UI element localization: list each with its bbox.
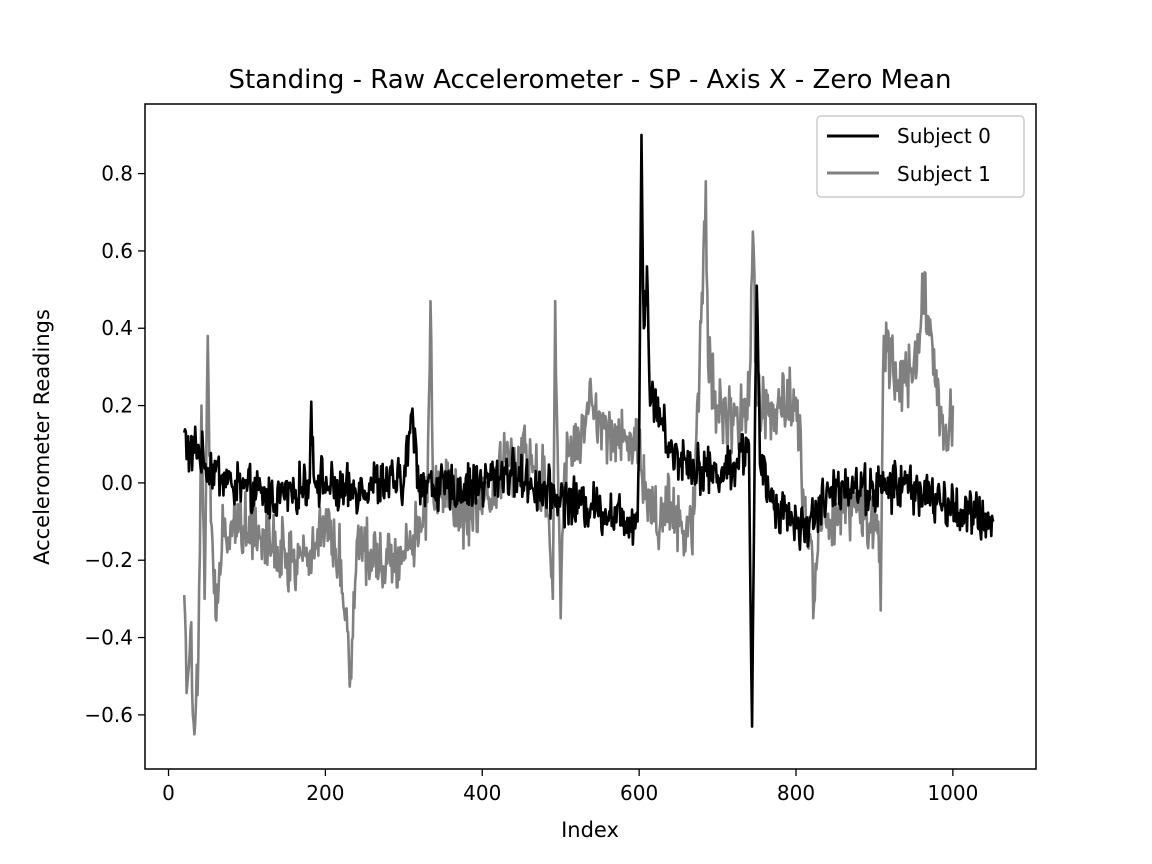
y-tick-label: −0.4 bbox=[84, 626, 133, 650]
x-tick-label: 800 bbox=[777, 781, 815, 805]
legend-label-subject-1: Subject 1 bbox=[897, 162, 991, 186]
y-tick-label: 0.2 bbox=[101, 394, 133, 418]
y-tick-label: 0.8 bbox=[101, 162, 133, 186]
series-layer bbox=[182, 133, 995, 736]
y-tick-label: −0.2 bbox=[84, 548, 133, 572]
legend: Subject 0 Subject 1 bbox=[816, 115, 1025, 198]
x-tick-label: 1000 bbox=[927, 781, 978, 805]
x-tick-label: 200 bbox=[306, 781, 344, 805]
series-line-subject-0 bbox=[182, 133, 995, 728]
x-axis-label: Index bbox=[561, 818, 619, 842]
y-tick-label: 0.4 bbox=[101, 316, 133, 340]
x-tick-label: 0 bbox=[162, 781, 175, 805]
x-axis: 0 200 400 600 800 1000 bbox=[162, 769, 978, 805]
chart-title: Standing - Raw Accelerometer - SP - Axis… bbox=[229, 65, 952, 95]
x-tick-label: 600 bbox=[620, 781, 658, 805]
y-tick-label: 0.6 bbox=[101, 239, 133, 263]
y-tick-label: 0.0 bbox=[101, 471, 133, 495]
y-tick-label: −0.6 bbox=[84, 703, 133, 727]
x-tick-label: 400 bbox=[463, 781, 501, 805]
y-axis: −0.6 −0.4 −0.2 0.0 0.2 0.4 0.6 0.8 bbox=[84, 162, 145, 727]
y-axis-label: Accelerometer Readings bbox=[30, 309, 54, 565]
legend-label-subject-0: Subject 0 bbox=[897, 124, 991, 148]
plot-area-frame bbox=[144, 103, 1037, 770]
